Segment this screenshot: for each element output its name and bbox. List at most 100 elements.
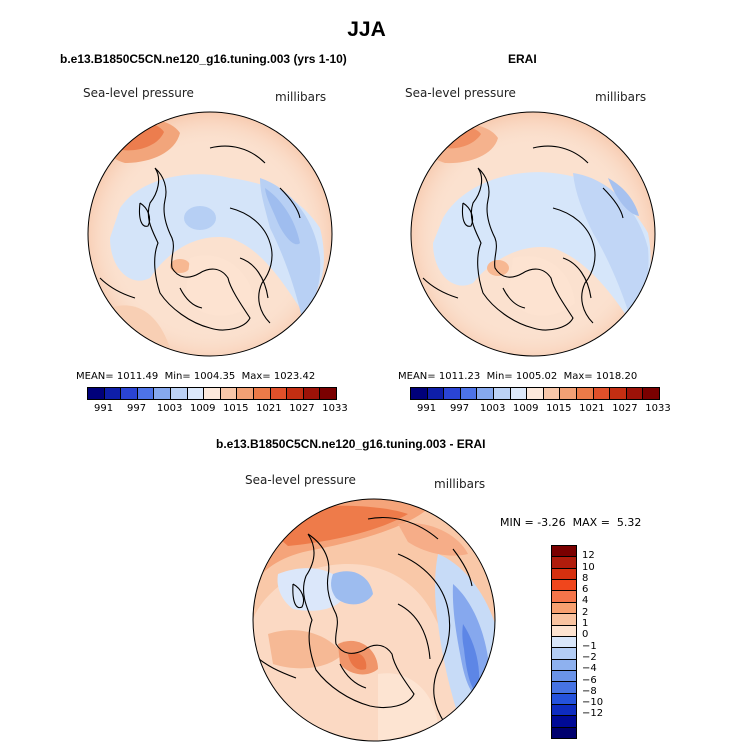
- obs-colorbar-swatch: [576, 388, 594, 399]
- model-max-label: Max=: [241, 371, 271, 382]
- diff-colorbar-swatch: [552, 580, 576, 592]
- diff-colorbar-tick-label: −1: [582, 640, 597, 652]
- model-variable-label: Sea-level pressure: [83, 86, 194, 100]
- obs-colorbar-swatch: [460, 388, 478, 399]
- model-colorbar-swatch: [137, 388, 155, 399]
- diff-colorbar-swatch: [552, 682, 576, 694]
- diff-colorbar-tick-label: 10: [582, 561, 595, 573]
- diff-polar-map: [252, 498, 496, 742]
- model-colorbar-tick-label: 997: [127, 403, 147, 414]
- obs-mean-label: MEAN=: [398, 371, 436, 382]
- diff-colorbar-swatch: [552, 705, 576, 717]
- obs-max-value: 1018.20: [595, 371, 638, 382]
- obs-polar-map: [410, 111, 656, 357]
- obs-max-label: Max=: [563, 371, 593, 382]
- obs-colorbar-tick-label: 1033: [645, 403, 671, 414]
- diff-colorbar-tick-label: 4: [582, 595, 589, 607]
- obs-min-value: 1005.02: [515, 371, 558, 382]
- obs-mean-value: 1011.23: [438, 371, 481, 382]
- obs-colorbar-tick-label: 1009: [512, 403, 539, 414]
- diff-colorbar-swatch: [552, 670, 576, 683]
- model-stats: MEAN= 1011.49 Min= 1004.35 Max= 1023.42: [76, 371, 315, 382]
- model-colorbar-tick-label: 1015: [223, 403, 249, 414]
- model-colorbar-swatch: [287, 388, 304, 399]
- diff-colorbar-swatch: [552, 727, 576, 739]
- model-colorbar-tick-label: 1033: [322, 403, 348, 414]
- obs-colorbar-ticks: 991 997 1003 1009 1015 1021 1027 1033: [410, 403, 671, 415]
- obs-colorbar-tick-label: 1015: [546, 403, 572, 414]
- diff-colorbar: [551, 545, 577, 739]
- obs-variable-label: Sea-level pressure: [405, 86, 516, 100]
- model-colorbar-tick-label: 1009: [189, 403, 216, 414]
- model-colorbar-ticks: 991 997 1003 1009 1015 1021 1027 1033: [87, 403, 348, 415]
- diff-max-label: MAX =: [572, 516, 610, 529]
- main-title: JJA: [347, 18, 386, 41]
- diff-colorbar-tick-label: −6: [582, 674, 597, 686]
- obs-colorbar-tick-label: 1021: [579, 403, 605, 414]
- model-mean-value: 1011.49: [116, 371, 159, 382]
- model-min-value: 1004.35: [193, 371, 236, 382]
- obs-min-label: Min=: [486, 371, 513, 382]
- model-max-value: 1023.42: [273, 371, 316, 382]
- model-colorbar-swatch: [320, 388, 336, 399]
- diff-colorbar-ticks: 12 10 8 6 4 2 1 0 −1 −2 −4 −6 −8 −10 −12: [582, 545, 612, 737]
- diff-stats: MIN = -3.26 MAX = 5.32: [500, 516, 641, 529]
- obs-colorbar-tick-label: 997: [450, 403, 470, 414]
- model-mean-label: MEAN=: [76, 371, 114, 382]
- model-colorbar-swatch: [88, 388, 105, 399]
- diff-colorbar-swatch: [552, 591, 576, 603]
- model-colorbar-swatch: [270, 388, 288, 399]
- obs-colorbar-swatch: [643, 388, 659, 399]
- diff-colorbar-tick-label: 1: [582, 618, 589, 630]
- diff-colorbar-swatch: [552, 716, 576, 728]
- obs-stats: MEAN= 1011.23 Min= 1005.02 Max= 1018.20: [398, 371, 637, 382]
- obs-colorbar-swatch: [593, 388, 611, 399]
- diff-colorbar-tick-label: −10: [582, 697, 604, 709]
- model-colorbar-swatch: [104, 388, 122, 399]
- model-polar-map: [87, 111, 333, 357]
- diff-colorbar-swatch: [552, 648, 576, 660]
- obs-units-label: millibars: [595, 90, 647, 104]
- diff-colorbar-swatch: [552, 693, 576, 706]
- diff-min-value: -3.26: [537, 516, 566, 529]
- model-colorbar-swatch: [303, 388, 321, 399]
- model-colorbar-swatch: [187, 388, 205, 399]
- obs-colorbar: [410, 387, 660, 400]
- diff-colorbar-tick-label: 0: [582, 629, 589, 641]
- obs-panel-title: ERAI: [508, 52, 537, 66]
- obs-colorbar-swatch: [527, 388, 544, 399]
- diff-colorbar-swatch: [552, 546, 576, 558]
- model-colorbar-swatch: [220, 388, 238, 399]
- model-colorbar-swatch: [121, 388, 138, 399]
- obs-colorbar-swatch: [444, 388, 461, 399]
- obs-colorbar-swatch: [427, 388, 445, 399]
- model-colorbar-tick-label: 1003: [156, 403, 183, 414]
- diff-max-value: 5.32: [616, 516, 642, 529]
- obs-colorbar-swatch: [610, 388, 627, 399]
- obs-colorbar-swatch: [493, 388, 511, 399]
- diff-colorbar-tick-label: 12: [582, 550, 595, 562]
- diff-colorbar-swatch: [552, 625, 576, 637]
- model-min-label: Min=: [164, 371, 191, 382]
- diff-colorbar-swatch: [552, 659, 576, 671]
- model-colorbar-swatch: [253, 388, 271, 399]
- diff-colorbar-swatch: [552, 557, 576, 569]
- diff-colorbar-tick-label: −4: [582, 663, 597, 675]
- diff-colorbar-swatch: [552, 602, 576, 615]
- obs-colorbar-swatch: [543, 388, 561, 399]
- model-colorbar-swatch: [204, 388, 221, 399]
- diff-colorbar-swatch: [552, 636, 576, 649]
- model-colorbar-swatch: [154, 388, 171, 399]
- obs-colorbar-swatch: [560, 388, 577, 399]
- diff-panel-title: b.e13.B1850C5CN.ne120_g16.tuning.003 - E…: [216, 437, 486, 451]
- obs-colorbar-swatch: [510, 388, 528, 399]
- diff-variable-label: Sea-level pressure: [245, 473, 356, 487]
- obs-colorbar-swatch: [477, 388, 494, 399]
- model-colorbar-tick-label: 1021: [256, 403, 282, 414]
- diff-colorbar-tick-label: −8: [582, 685, 597, 697]
- diff-colorbar-tick-label: 6: [582, 584, 589, 596]
- model-colorbar-tick-label: 991: [93, 403, 114, 414]
- diff-colorbar-swatch: [552, 568, 576, 581]
- diff-colorbar-tick-label: 8: [582, 572, 589, 584]
- model-colorbar-swatch: [170, 388, 188, 399]
